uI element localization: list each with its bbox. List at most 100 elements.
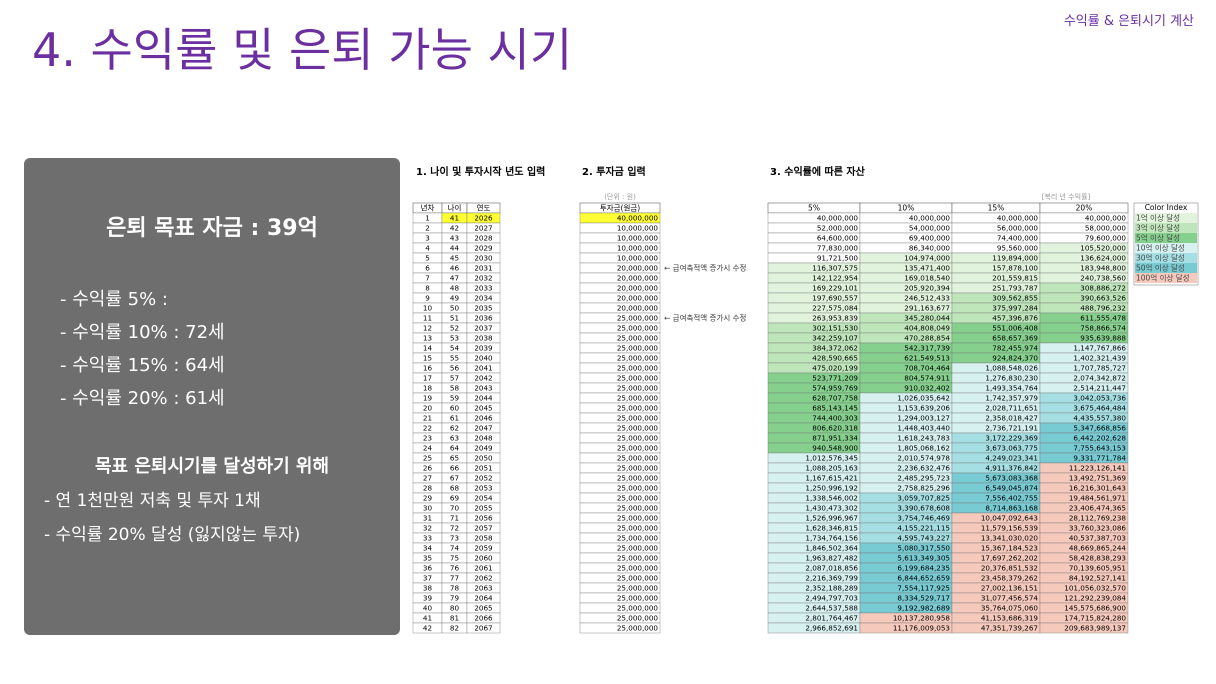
cell-text: 63	[450, 434, 459, 443]
cell-text: 25,000,000	[617, 504, 659, 513]
cell-text: 2056	[474, 514, 493, 523]
cell-text: 73	[450, 534, 459, 543]
cell-text: 174,715,824,280	[1064, 614, 1126, 623]
header-text: 투자금(원금)	[600, 204, 640, 213]
annotation: ← 급여축적액 증가시 수정	[664, 263, 746, 273]
cell-text: 42	[450, 224, 459, 233]
cell-text: 25,000,000	[617, 384, 659, 393]
cell-text: 25,000,000	[617, 344, 659, 353]
cell-text: 69	[450, 494, 460, 503]
cell-text: 3,673,063,775	[985, 444, 1038, 453]
cell-text: 25,000,000	[617, 594, 659, 603]
slide-tag: 수익률 & 은퇴시기 계산	[1063, 14, 1194, 29]
cell-text: 14	[423, 344, 433, 353]
cell-text: 60	[450, 404, 460, 413]
cell-text: 1,294,003,127	[897, 414, 950, 423]
cell-text: 4,435,557,380	[1073, 414, 1126, 423]
cell-text: 25,000,000	[617, 354, 659, 363]
cell-text: 40,000,000	[617, 214, 659, 223]
cell-text: 40,000,000	[817, 214, 859, 223]
cell-text: 685,143,145	[812, 404, 858, 413]
cell-text: 251,793,787	[992, 284, 1038, 293]
cell-text: 1,805,068,162	[897, 444, 950, 453]
cell-text: 38	[423, 584, 433, 593]
cell-text: 58	[450, 384, 460, 393]
cell-text: 1,012,576,345	[805, 454, 858, 463]
annotation: ← 급여축적액 증가시 수정	[664, 313, 746, 323]
cell-text: 2043	[474, 384, 492, 393]
cell-text: 17,697,262,202	[981, 554, 1038, 563]
cell-text: 910,032,402	[904, 384, 950, 393]
cell-text: 30	[423, 504, 433, 513]
cell-text: 20,000,000	[617, 304, 659, 313]
rate-line: - 수익률 5% :	[60, 289, 168, 310]
cell-text: 136,624,000	[1080, 254, 1126, 263]
cell-text: 29	[423, 494, 433, 503]
cell-text: 1,338,546,002	[805, 494, 858, 503]
cell-text: 1,618,243,783	[897, 434, 950, 443]
cell-text: 20,000,000	[617, 274, 659, 283]
cell-text: 64,600,000	[817, 234, 859, 243]
cell-text: 16	[423, 364, 433, 373]
cell-text: 2,087,018,856	[805, 564, 858, 573]
cell-text: 47	[450, 274, 459, 283]
cell-text: 74,400,000	[997, 234, 1039, 243]
cell-text: 621,549,513	[904, 354, 950, 363]
cell-text: 25,000,000	[617, 554, 659, 563]
cell-text: 542,317,739	[904, 344, 950, 353]
cell-text: 23,458,379,262	[981, 574, 1038, 583]
cell-text: 457,396,876	[992, 314, 1038, 323]
cell-text: 9	[425, 294, 430, 303]
cell-text: 2050	[474, 454, 493, 463]
cell-text: 23,406,474,365	[1069, 504, 1126, 513]
cell-text: 806,620,318	[812, 424, 858, 433]
cell-text: 15	[423, 354, 432, 363]
cell-text: 551,006,408	[992, 324, 1038, 333]
cell-text: 34	[423, 544, 433, 553]
cell-text: 3,172,229,369	[985, 434, 1038, 443]
cell-text: 658,657,369	[992, 334, 1038, 343]
cell-text: 2033	[474, 284, 492, 293]
cell-text: 3,042,053,736	[1073, 394, 1126, 403]
cell-text: 25,000,000	[617, 454, 659, 463]
cell-text: 2040	[474, 354, 493, 363]
header-text: 20%	[1076, 204, 1093, 213]
header-text: 10%	[898, 204, 915, 213]
cell-text: 2060	[474, 554, 493, 563]
cell-text: 72	[450, 524, 459, 533]
cell-text: 25,000,000	[617, 584, 659, 593]
cell-text: 4	[425, 244, 430, 253]
cell-text: 2,216,369,799	[805, 574, 858, 583]
cell-text: 48	[450, 284, 460, 293]
cell-text: 6,199,684,235	[897, 564, 950, 573]
cell-text: 25,000,000	[617, 604, 659, 613]
cell-text: 82	[450, 624, 459, 633]
cell-text: 2030	[474, 254, 493, 263]
cell-text: 41	[450, 214, 459, 223]
header-text: 15%	[988, 204, 1005, 213]
cell-text: 76	[450, 564, 460, 573]
cell-text: 2062	[474, 574, 492, 583]
cell-text: 8	[425, 284, 430, 293]
cell-text: 75	[450, 554, 459, 563]
cell-text: 32	[423, 524, 432, 533]
cell-text: 2053	[474, 484, 492, 493]
legend-title: Color Index	[1145, 203, 1188, 212]
cell-text: 31,077,456,574	[981, 594, 1039, 603]
cell-text: 1,493,354,764	[985, 384, 1038, 393]
cell-text: 1,167,615,421	[805, 474, 858, 483]
cell-text: 25,000,000	[617, 364, 659, 373]
legend-label: 50억 이상 달성	[1136, 263, 1185, 273]
cell-text: 871,951,334	[812, 434, 858, 443]
cell-text: 9,192,982,689	[897, 604, 950, 613]
cell-text: 2051	[474, 464, 492, 473]
cell-text: 2	[425, 224, 430, 233]
cell-text: 3,754,746,469	[897, 514, 950, 523]
cell-text: 227,575,084	[812, 304, 858, 313]
cell-text: 74	[450, 544, 460, 553]
legend-swatch	[1135, 233, 1197, 243]
cell-text: 574,959,769	[812, 384, 858, 393]
cell-text: 25	[423, 454, 432, 463]
cell-text: 488,796,232	[1080, 304, 1126, 313]
cell-text: 28,112,769,238	[1069, 514, 1127, 523]
